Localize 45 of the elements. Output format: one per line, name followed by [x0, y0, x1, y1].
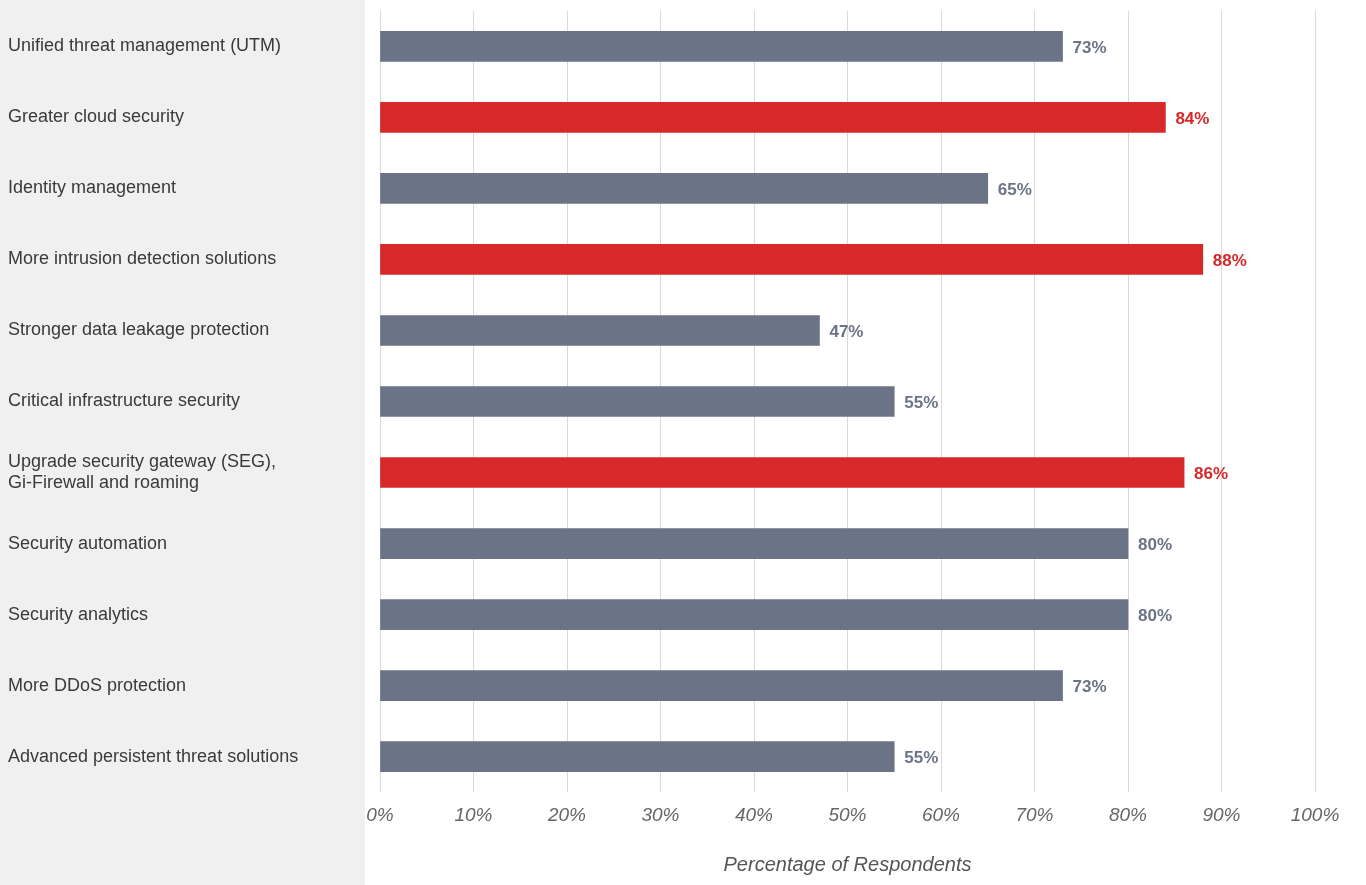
data-label: 86%: [1194, 464, 1229, 484]
bar: [380, 457, 1185, 488]
y-tick-label: Greater cloud security: [8, 106, 185, 127]
y-tick-label: Security analytics: [8, 603, 149, 624]
x-axis-title: Percentage of Respondents: [723, 852, 972, 875]
bar: [380, 315, 820, 346]
data-label: 73%: [1072, 38, 1107, 58]
x-tick-label: 50%: [828, 803, 867, 825]
x-tick-label: 90%: [1202, 803, 1241, 825]
y-tick-label: Stronger data leakage protection: [8, 319, 270, 340]
data-label: 55%: [904, 748, 939, 768]
x-tick-label: 60%: [921, 803, 961, 825]
y-tick-label: More DDoS protection: [8, 674, 187, 695]
x-tick-label: 40%: [734, 803, 774, 825]
data-label: 47%: [829, 322, 864, 342]
data-label: 65%: [997, 180, 1032, 200]
bar: [380, 599, 1129, 630]
data-label: 80%: [1138, 606, 1173, 626]
bar: [380, 741, 895, 773]
x-tick-label: 20%: [546, 803, 587, 825]
x-tick-label: 100%: [1290, 803, 1340, 825]
bar: [380, 386, 895, 417]
x-tick-label: 0%: [366, 803, 394, 825]
bar: [380, 670, 1063, 701]
y-tick-label: Critical infrastructure security: [8, 390, 241, 411]
x-tick-label: 70%: [1015, 803, 1054, 825]
bar: [380, 173, 989, 204]
y-tick-label: Unified threat management (UTM): [8, 35, 282, 56]
x-tick-label: 10%: [454, 803, 493, 825]
x-tick-label: 80%: [1108, 803, 1148, 825]
data-label: 88%: [1212, 251, 1247, 271]
y-tick-label: Security automation: [8, 532, 168, 553]
y-tick-label: Advanced persistent threat solutions: [8, 745, 299, 766]
data-label: 84%: [1175, 109, 1210, 129]
y-tick-label: More intrusion detection solutions: [8, 248, 277, 269]
data-label: 73%: [1072, 677, 1107, 697]
y-tick-label: Identity management: [8, 177, 177, 198]
y-tick-label: Upgrade security gateway (SEG), Gi-Firewall and roaming: [8, 450, 277, 493]
bar: [380, 528, 1129, 559]
data-label: 55%: [904, 393, 939, 413]
bar: [380, 244, 1204, 275]
data-label: 80%: [1138, 535, 1173, 555]
x-tick-label: 30%: [641, 803, 680, 825]
bar: [380, 102, 1166, 133]
bar: [380, 30, 1063, 62]
